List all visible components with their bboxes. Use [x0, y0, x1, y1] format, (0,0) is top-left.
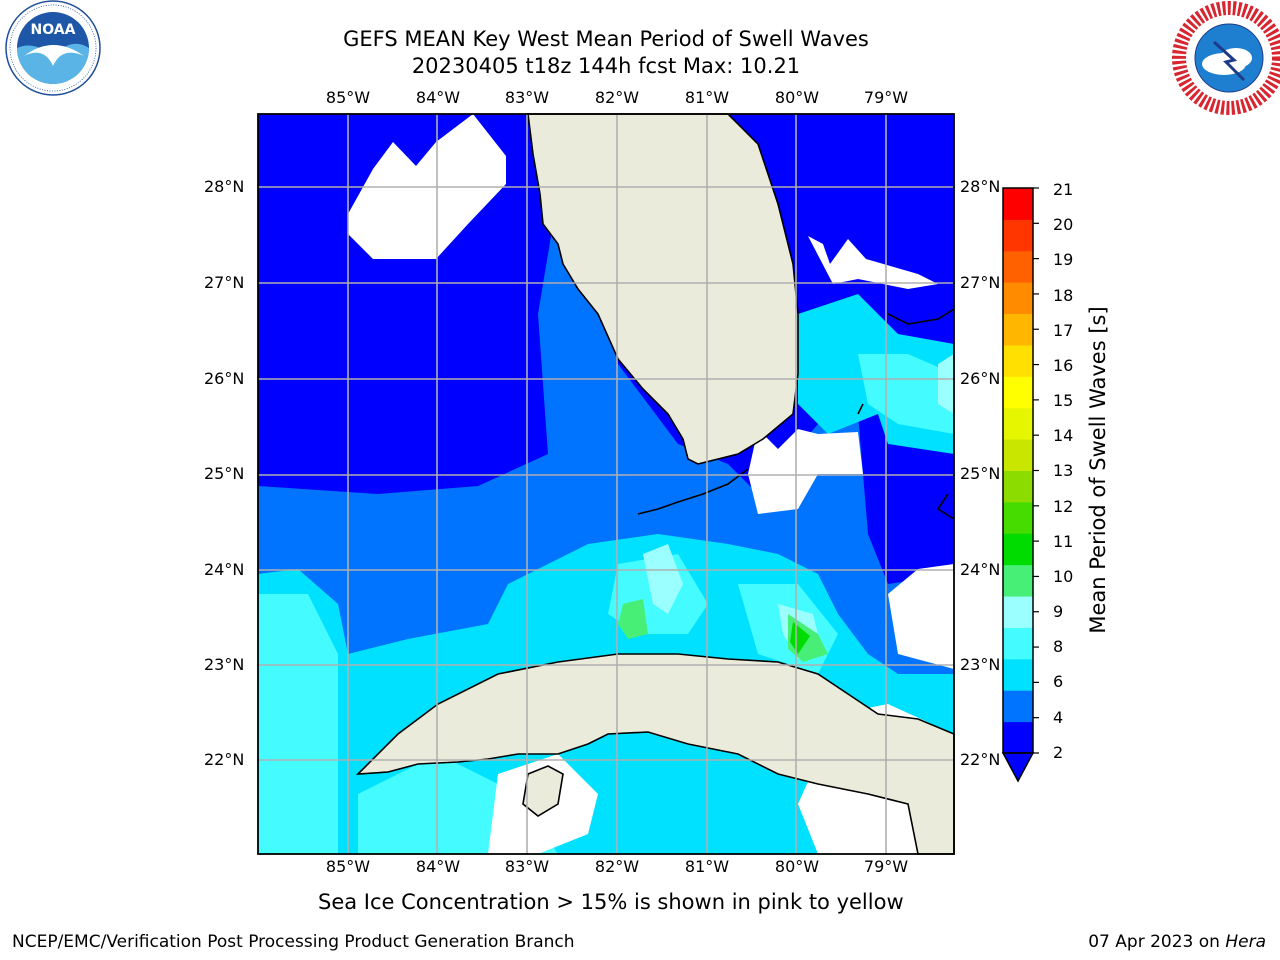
- colorbar-tick-label: 21: [1053, 180, 1074, 199]
- colorbar-swatch: [1003, 376, 1033, 409]
- colorbar-tick-label: 19: [1053, 250, 1074, 269]
- credit-date-text: 07 Apr 2023 on: [1088, 932, 1220, 952]
- lon-label-bottom: 85°W: [325, 857, 371, 876]
- colorbar-swatch: [1003, 596, 1033, 628]
- lat-label-left: 26°N: [204, 369, 245, 388]
- contour-band-9-10: [618, 599, 828, 662]
- footnote: Sea Ice Concentration > 15% is shown in …: [318, 890, 904, 914]
- lat-label-left: 24°N: [204, 560, 245, 579]
- lon-label-bottom: 84°W: [415, 857, 461, 876]
- lon-label-bottom: 83°W: [504, 857, 550, 876]
- colorbar-tick-label: 4: [1053, 708, 1064, 727]
- colorbar-tick-label: 17: [1053, 321, 1074, 340]
- colorbar-swatch: [1003, 690, 1033, 723]
- colorbar-swatch: [1003, 439, 1033, 471]
- noaa-logo: NOAA: [5, 0, 101, 96]
- colorbar-swatch: [1003, 564, 1033, 597]
- lon-label-top: 80°W: [774, 88, 820, 107]
- lat-label-right: 27°N: [960, 273, 1001, 292]
- lon-label-bottom: 81°W: [684, 857, 730, 876]
- colorbar-label: Mean Period of Swell Waves [s]: [1086, 306, 1110, 634]
- lat-label-right: 28°N: [960, 177, 1001, 196]
- lat-label-right: 25°N: [960, 464, 1001, 483]
- colorbar-tick-label: 9: [1053, 602, 1064, 621]
- lon-label-top: 82°W: [594, 88, 640, 107]
- colorbar: [1001, 187, 1039, 783]
- gridlines: [258, 114, 954, 854]
- credit-org: NCEP/EMC/Verification Post Processing Pr…: [12, 932, 575, 952]
- colorbar-tick-label: 16: [1053, 356, 1074, 375]
- lon-label-top: 84°W: [415, 88, 461, 107]
- lat-label-right: 26°N: [960, 369, 1001, 388]
- colorbar-swatch: [1003, 501, 1033, 534]
- lat-label-left: 22°N: [204, 750, 245, 769]
- lat-label-left: 28°N: [204, 177, 245, 196]
- credit-host: Hera: [1225, 932, 1266, 952]
- colorbar-swatch: [1003, 250, 1033, 283]
- lat-label-right: 23°N: [960, 655, 1001, 674]
- colorbar-tick-label: 13: [1053, 461, 1074, 480]
- colorbar-swatch: [1003, 533, 1033, 566]
- colorbar-tick-label: 20: [1053, 215, 1074, 234]
- lon-label-top: 85°W: [325, 88, 371, 107]
- lat-label-right: 22°N: [960, 750, 1001, 769]
- colorbar-swatch: [1003, 407, 1033, 440]
- lon-label-bottom: 82°W: [594, 857, 640, 876]
- colorbar-swatch: [1003, 470, 1033, 503]
- colorbar-tick-label: 11: [1053, 532, 1074, 551]
- colorbar-extend-triangle: [1001, 752, 1035, 783]
- florida-keys: [637, 468, 749, 515]
- contour-band-6-8: [258, 554, 838, 854]
- colorbar-swatch: [1003, 188, 1033, 220]
- nws-logo: [1172, 1, 1280, 115]
- lon-label-top: 81°W: [684, 88, 730, 107]
- colorbar-tick-label: 2: [1053, 743, 1064, 762]
- contour-band-10-11: [790, 622, 810, 654]
- credit-date: 07 Apr 2023 on Hera: [1088, 932, 1266, 952]
- lon-label-top: 79°W: [863, 88, 909, 107]
- colorbar-swatch: [1003, 313, 1033, 346]
- chart-title: GEFS MEAN Key West Mean Period of Swell …: [343, 27, 869, 51]
- map-frame: [257, 113, 955, 855]
- colorbar-tick-label: 14: [1053, 426, 1074, 445]
- colorbar-tick-label: 10: [1053, 567, 1074, 586]
- lat-label-left: 27°N: [204, 273, 245, 292]
- colorbar-tick-label: 12: [1053, 497, 1074, 516]
- lat-label-right: 24°N: [960, 560, 1001, 579]
- cuba-land: [355, 653, 955, 855]
- florida-land: [527, 113, 799, 465]
- colorbar-tick-label: 8: [1053, 637, 1064, 656]
- chart-subtitle: 20230405 t18z 144h fcst Max: 10.21: [411, 54, 801, 78]
- colorbar-swatch: [1003, 282, 1033, 315]
- lat-label-left: 23°N: [204, 655, 245, 674]
- colorbar-tick-label: 6: [1053, 672, 1064, 691]
- lon-label-bottom: 79°W: [863, 857, 909, 876]
- colorbar-swatch: [1003, 219, 1033, 252]
- colorbar-tick-label: 18: [1053, 286, 1074, 305]
- bahamas: [857, 308, 955, 520]
- colorbar-tick-label: 15: [1053, 391, 1074, 410]
- colorbar-swatch: [1003, 627, 1033, 660]
- colorbar-swatch: [1003, 721, 1033, 754]
- noaa-logo-text: NOAA: [31, 22, 76, 38]
- lon-label-bottom: 80°W: [774, 857, 820, 876]
- lon-label-top: 83°W: [504, 88, 550, 107]
- map-panel: [257, 113, 955, 855]
- colorbar-swatch: [1003, 658, 1033, 691]
- colorbar-swatch: [1003, 344, 1033, 377]
- lat-label-left: 25°N: [204, 464, 245, 483]
- contour-band-6-8-east: [858, 354, 954, 434]
- isla-de-la-juventud: [522, 765, 564, 817]
